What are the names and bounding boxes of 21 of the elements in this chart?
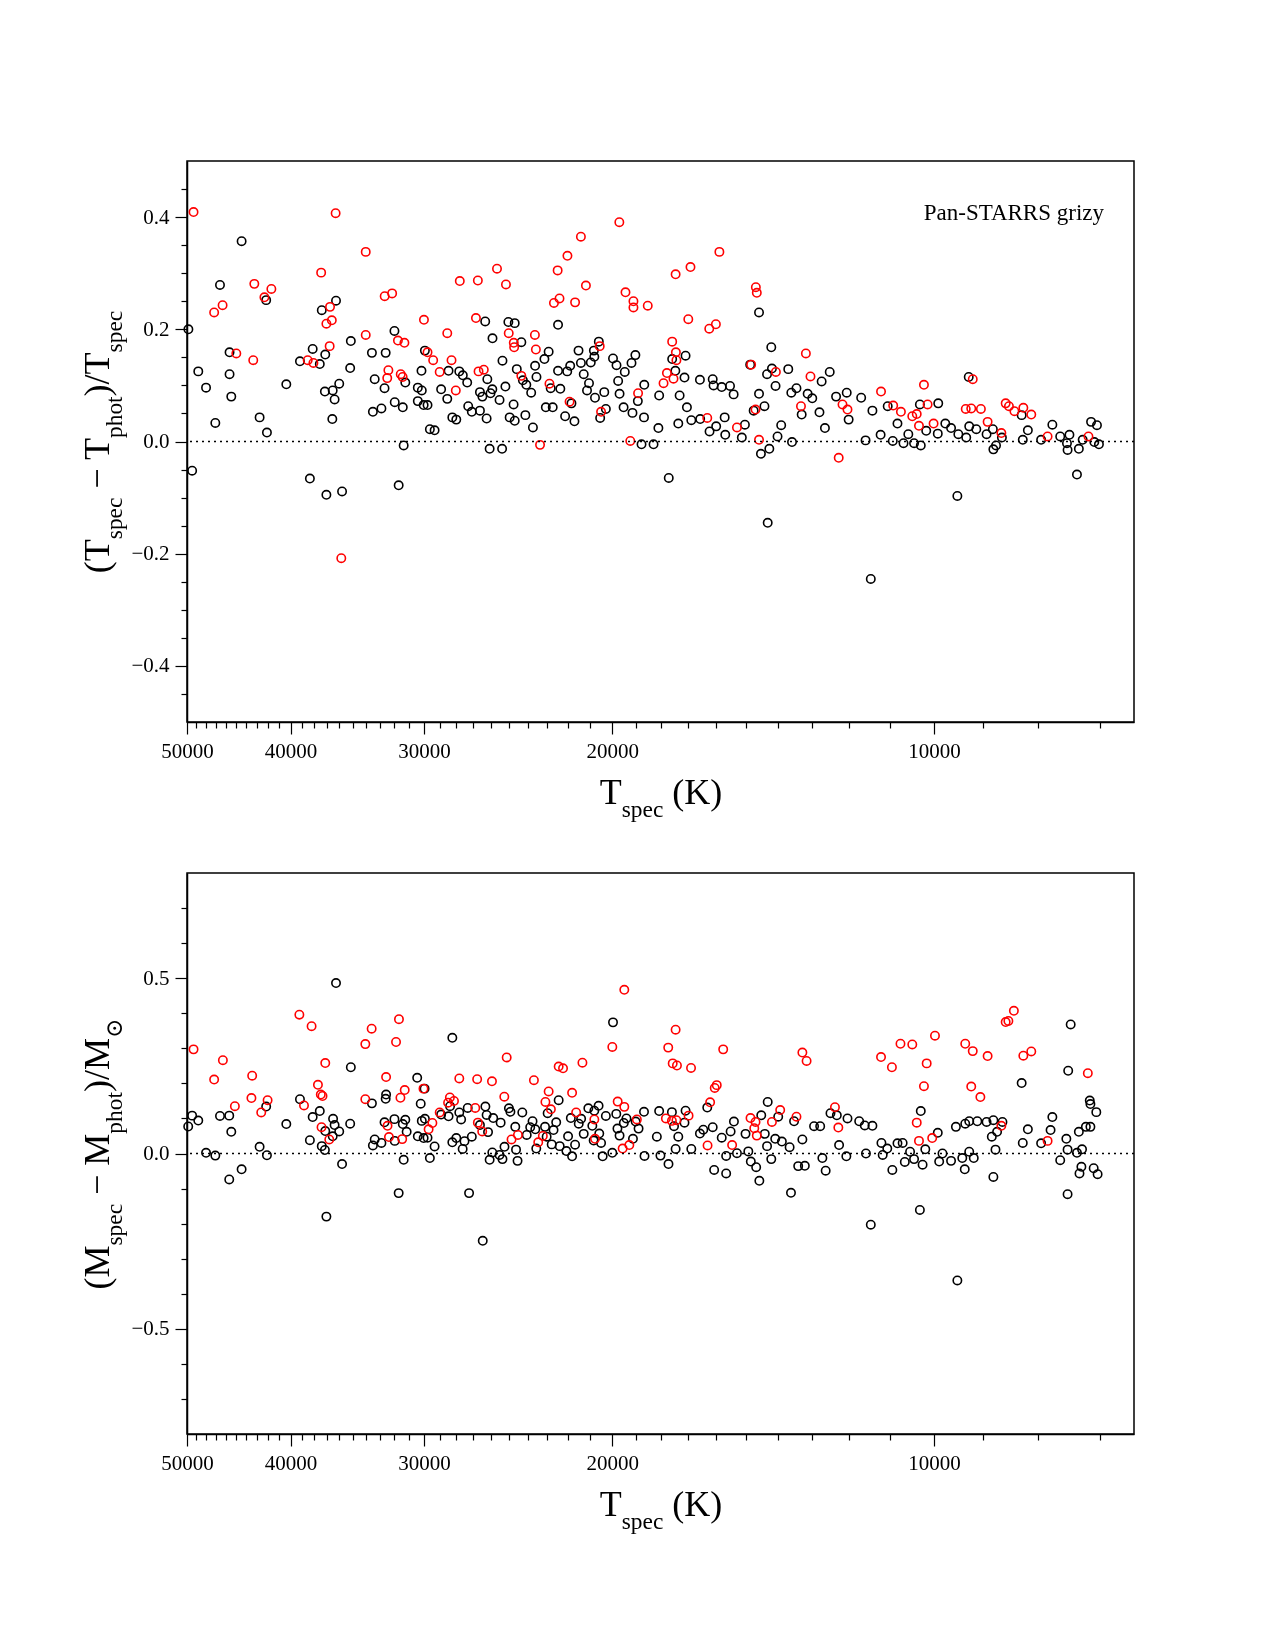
x-tick-label: 50000 xyxy=(161,1450,214,1475)
x-tick-label: 30000 xyxy=(398,1450,451,1475)
x-tick-label: 30000 xyxy=(398,738,451,763)
y-tick-label: 0.0 xyxy=(143,429,170,453)
y-tick-label: −0.4 xyxy=(131,653,170,678)
x-axis-title: T$_{spec}$ (K) xyxy=(599,1483,723,1534)
x-tick-label: 20000 xyxy=(586,738,640,763)
x-tick-label: 10000 xyxy=(908,738,961,763)
y-tick-label: 0.5 xyxy=(143,965,170,990)
x-tick-label: 40000 xyxy=(264,1450,318,1475)
y-tick-label: 0.4 xyxy=(143,204,170,229)
x-tick-label: 40000 xyxy=(264,738,318,763)
x-tick-label: 20000 xyxy=(586,1450,640,1475)
x-tick-label: 10000 xyxy=(908,1450,961,1475)
annotation: Pan-STARRS grizy xyxy=(923,200,1105,225)
x-tick-label: 50000 xyxy=(161,738,214,763)
y-tick-label: 0.0 xyxy=(143,1141,170,1165)
y-tick-label: −0.5 xyxy=(131,1316,170,1341)
y-tick-label: −0.2 xyxy=(131,541,170,566)
y-tick-label: 0.2 xyxy=(143,316,170,341)
x-axis-title: T$_{spec}$ (K) xyxy=(599,771,723,822)
